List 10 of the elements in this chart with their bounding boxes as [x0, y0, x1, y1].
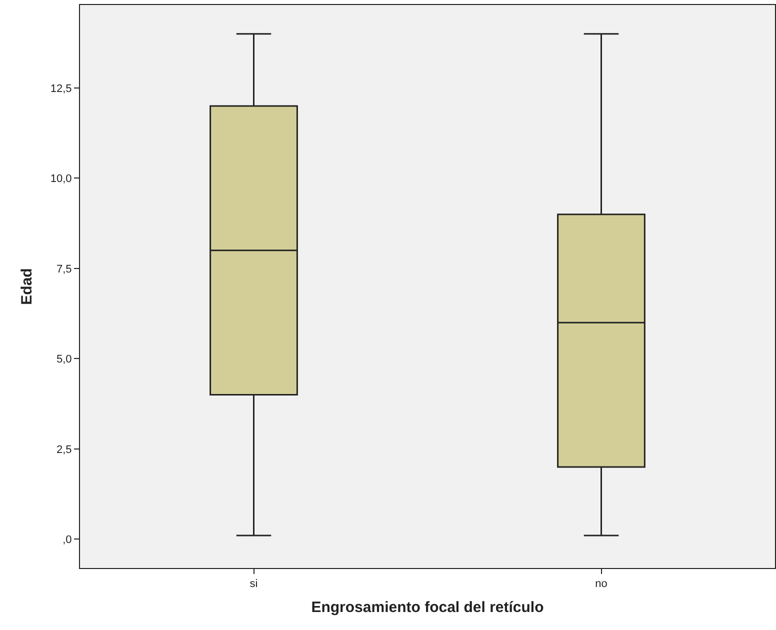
- x-axis-title: Engrosamiento focal del retículo: [311, 599, 544, 616]
- y-tick-label: 7,5: [56, 263, 72, 276]
- y-tick-label: 12,5: [50, 82, 72, 95]
- y-tick-label: 5,0: [56, 354, 72, 366]
- x-tick-label: no: [595, 578, 608, 590]
- y-tick-label: 2,5: [56, 444, 72, 456]
- y-axis-title: Edad: [18, 268, 36, 305]
- y-tick-label: ,0: [62, 534, 72, 546]
- x-tick-label: si: [250, 578, 258, 590]
- y-tick-label: 10,0: [50, 173, 72, 186]
